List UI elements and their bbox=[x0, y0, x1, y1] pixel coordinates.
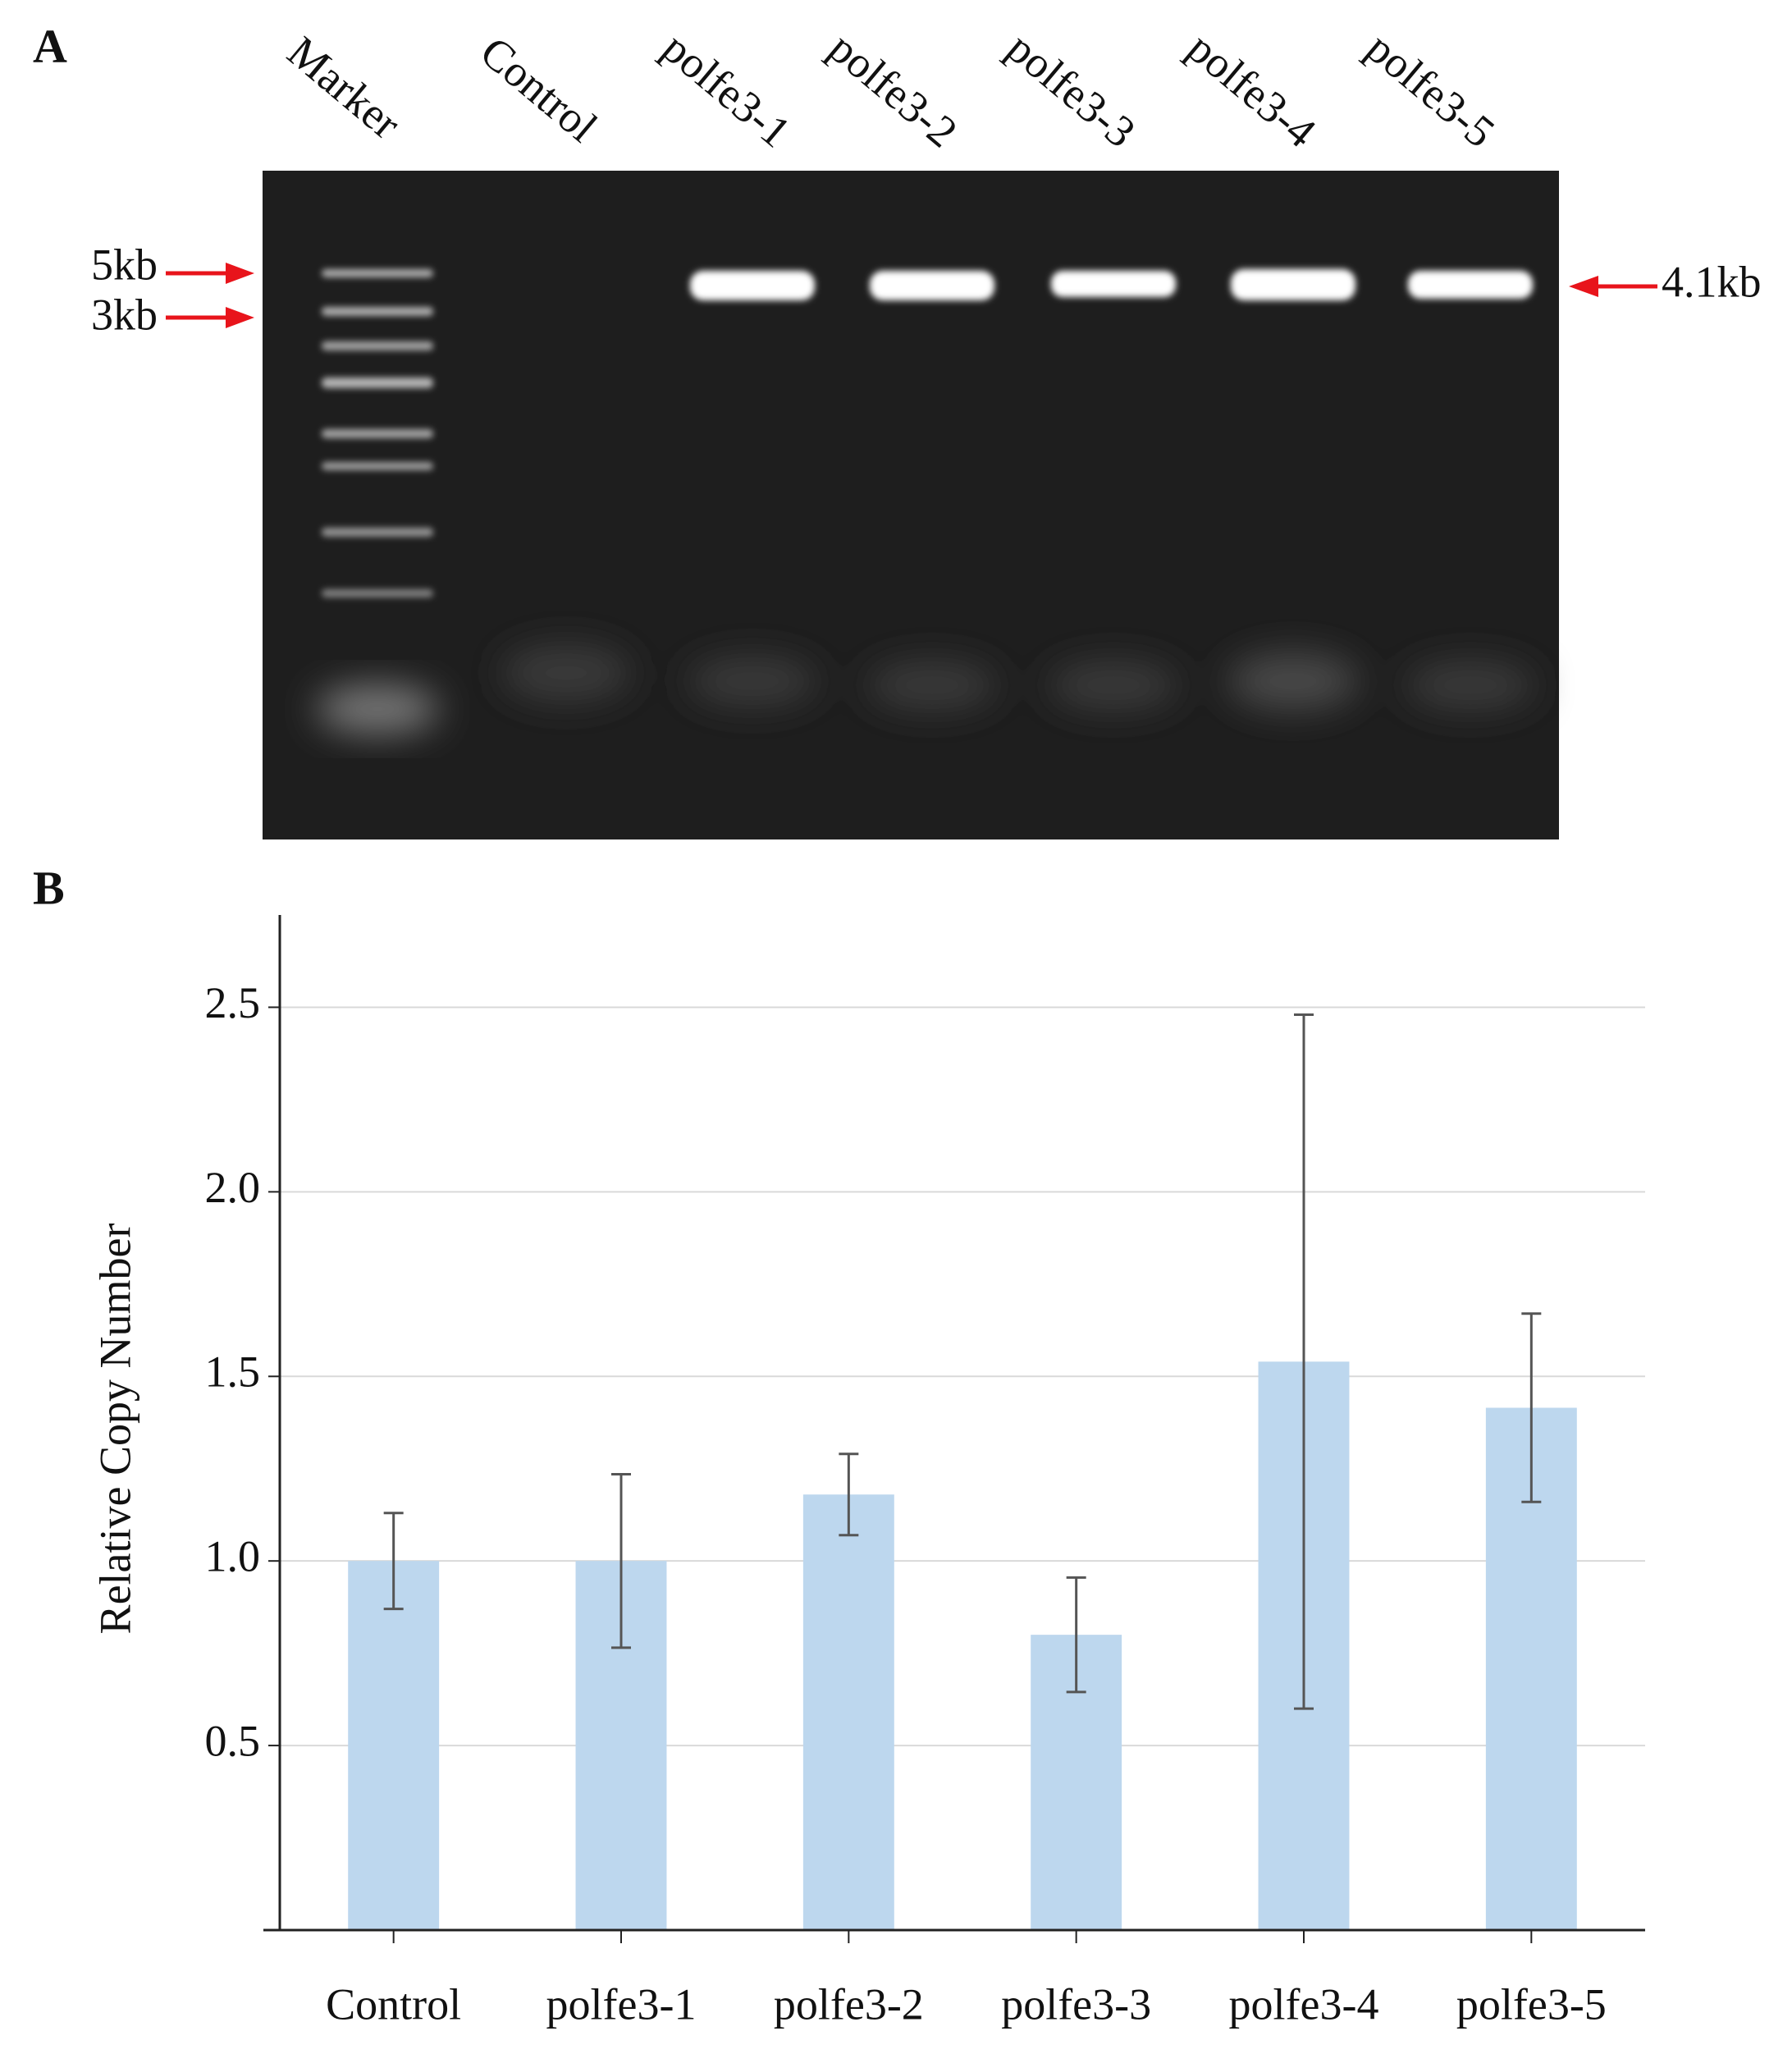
y-axis-title: Relative Copy Number bbox=[90, 1224, 139, 1635]
y-tick-label: 1.5 bbox=[205, 1347, 261, 1397]
error-bar bbox=[1521, 1312, 1542, 1503]
y-tick-label: 0.5 bbox=[205, 1716, 261, 1765]
error-bar bbox=[1066, 1576, 1086, 1694]
x-tick-label: polfe3-5 bbox=[1456, 1979, 1607, 2029]
marker-size: 5kb bbox=[91, 240, 158, 289]
error-bar bbox=[383, 1512, 404, 1611]
size-markers: 5kb 3kb 4.1kb bbox=[91, 240, 1762, 339]
error-bar bbox=[611, 1472, 631, 1649]
marker-size: 3kb bbox=[91, 290, 158, 339]
band-size: 4.1kb bbox=[1662, 257, 1762, 306]
bar bbox=[348, 1561, 440, 1930]
error-bar bbox=[1294, 1013, 1314, 1710]
x-tick-label: polfe3-1 bbox=[546, 1979, 697, 2029]
x-tick-label: polfe3-2 bbox=[774, 1979, 924, 2029]
lane-label: polfe3-1 bbox=[653, 23, 800, 158]
x-tick-label: polfe3-3 bbox=[1001, 1979, 1151, 2029]
x-tick-label: Control bbox=[326, 1979, 461, 2029]
lane-label: polfe3-3 bbox=[998, 23, 1145, 158]
x-tick-label: polfe3-4 bbox=[1229, 1979, 1379, 2029]
error-bar bbox=[839, 1452, 859, 1537]
lane-label: polfe3-4 bbox=[1178, 23, 1325, 158]
gel-image bbox=[263, 171, 1559, 839]
lane-label: polfe3-2 bbox=[820, 23, 967, 158]
panel-label: A bbox=[33, 19, 67, 72]
y-tick-label: 2.0 bbox=[205, 1163, 261, 1212]
lane-labels: Marker Control polfe3-1 polfe3-2 polfe3-… bbox=[278, 23, 1504, 158]
bar bbox=[802, 1494, 894, 1930]
lane-label: Control bbox=[471, 27, 606, 152]
lane-label: polfe3-5 bbox=[1357, 23, 1504, 158]
y-tick-label: 1.0 bbox=[205, 1532, 261, 1581]
y-tick-label: 2.5 bbox=[205, 978, 261, 1027]
panel-label: B bbox=[33, 861, 65, 914]
lane-label: Marker bbox=[278, 27, 409, 149]
